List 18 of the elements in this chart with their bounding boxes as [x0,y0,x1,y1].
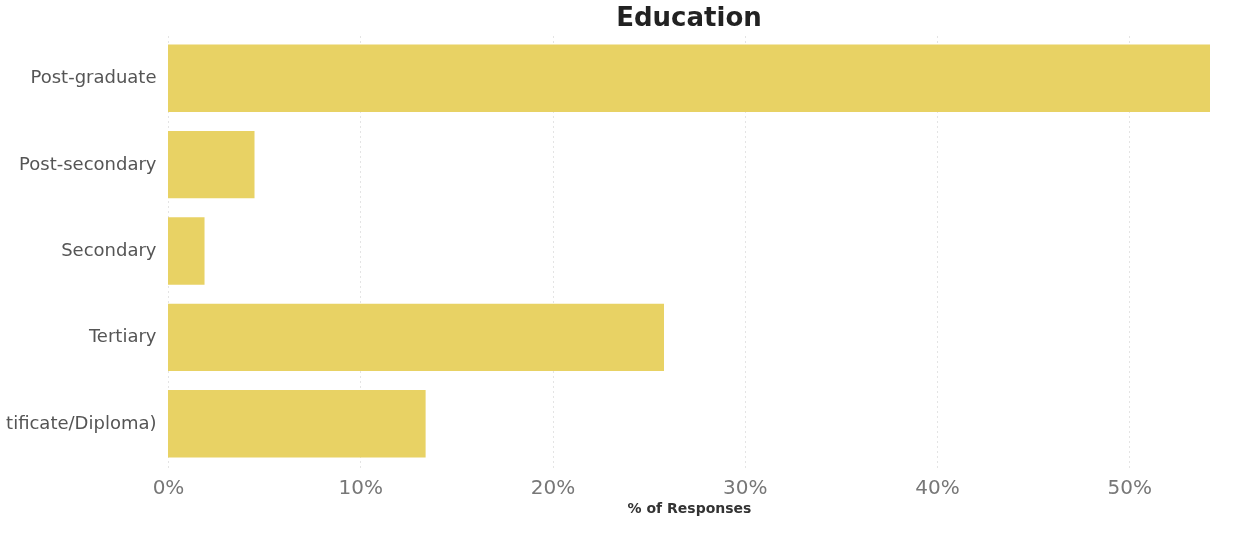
bar [168,44,1210,112]
y-tick-label: Post-secondary [19,152,157,174]
x-tick-label: 10% [338,474,383,499]
x-tick-label: 0% [152,474,185,499]
y-tick-label: Secondary [61,239,157,260]
x-tick-label: 20% [530,474,576,499]
x-tick-label: 40% [915,474,960,499]
bar [168,217,205,285]
bar [168,130,255,199]
x-tick-label: 30% [723,474,768,499]
x-tick-label: 50% [1107,474,1152,499]
y-tick-label: tificate/Diploma) [6,411,157,433]
x-axis-title: % of Responses [627,499,752,516]
y-tick-label: Post-graduate [30,66,157,88]
bar [168,390,426,458]
y-tick-label: Tertiary [87,325,157,347]
chart-title: Education [616,2,762,32]
bar [168,303,665,372]
